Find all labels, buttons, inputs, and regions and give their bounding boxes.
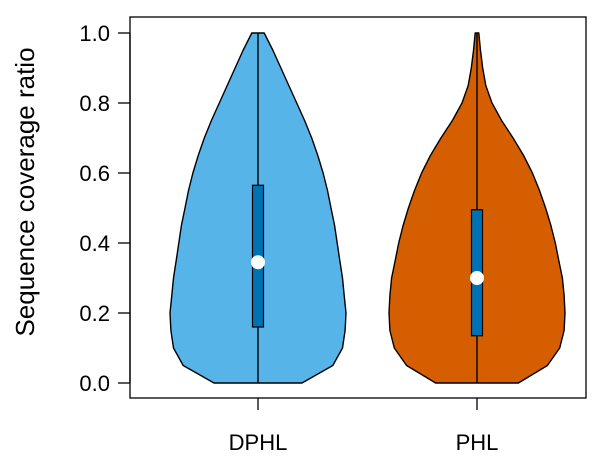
y-tick-label: 0.8 bbox=[79, 91, 110, 116]
median-point bbox=[470, 271, 484, 285]
violin-phl bbox=[388, 32, 566, 384]
y-axis: 0.0 0.2 0.4 0.6 0.8 1.0 bbox=[79, 21, 131, 396]
x-tick-label-phl: PHL bbox=[456, 430, 499, 455]
y-tick-label: 0.0 bbox=[79, 371, 110, 396]
median-point bbox=[251, 255, 265, 270]
y-tick-label: 0.2 bbox=[79, 301, 110, 326]
y-tick-label: 1.0 bbox=[79, 21, 110, 46]
y-axis-label: Sequence coverage ratio bbox=[10, 47, 40, 336]
y-tick-label: 0.4 bbox=[79, 231, 110, 256]
x-axis: DPHL PHL bbox=[229, 398, 499, 455]
violin-dphl bbox=[169, 32, 347, 384]
violins bbox=[169, 32, 566, 384]
x-tick-label-dphl: DPHL bbox=[229, 430, 288, 455]
y-tick-label: 0.6 bbox=[79, 161, 110, 186]
